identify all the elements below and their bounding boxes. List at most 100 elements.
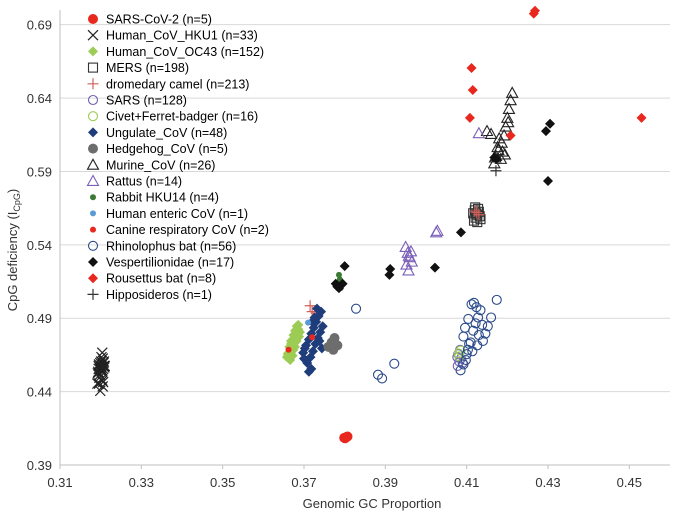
legend-item: Human_CoV_OC43 (n=152) xyxy=(88,45,264,59)
legend-label: Human enteric CoV (n=1) xyxy=(106,207,248,221)
data-point xyxy=(467,84,478,95)
y-axis-title-main: CpG deficiency (I xyxy=(5,212,20,312)
data-point xyxy=(328,344,339,355)
data-point xyxy=(458,331,469,342)
data-point xyxy=(471,207,483,219)
data-point xyxy=(304,300,316,312)
legend-marker xyxy=(87,111,99,122)
data-point xyxy=(306,363,317,374)
legend-item: Civet+Ferret-badger (n=16) xyxy=(87,110,258,124)
data-point xyxy=(500,111,514,123)
data-point xyxy=(96,366,108,378)
legend-label: Ungulate_CoV (n=48) xyxy=(106,126,227,140)
legend-label: Human_CoV_HKU1 (n=33) xyxy=(106,29,258,43)
data-point xyxy=(491,294,502,305)
series-14 xyxy=(351,294,502,384)
data-point xyxy=(482,321,493,332)
data-point xyxy=(285,335,296,346)
legend-marker xyxy=(86,158,100,170)
data-point xyxy=(312,303,323,314)
legend-item: Human_CoV_HKU1 (n=33) xyxy=(87,29,258,43)
legend-item: Human enteric CoV (n=1) xyxy=(90,207,248,221)
data-point xyxy=(480,328,491,339)
legend-item: Rousettus bat (n=8) xyxy=(88,272,216,286)
legend-label: SARS (n=128) xyxy=(106,94,187,108)
data-point xyxy=(471,302,482,313)
legend-label: Rhinolophus bat (n=56) xyxy=(106,239,236,253)
data-point xyxy=(405,255,419,267)
data-point xyxy=(95,361,107,373)
data-point xyxy=(389,358,400,369)
series-8 xyxy=(323,333,343,355)
data-point xyxy=(288,344,299,355)
data-point xyxy=(491,153,502,164)
data-point xyxy=(463,313,474,325)
data-point xyxy=(287,350,298,361)
data-point xyxy=(455,345,466,356)
data-point xyxy=(477,319,488,330)
data-point xyxy=(339,261,350,272)
series-6 xyxy=(453,345,466,362)
legend-item: MERS (n=198) xyxy=(87,61,189,75)
legend-label: Rabbit HKU14 (n=4) xyxy=(106,191,219,205)
legend-item: Rabbit HKU14 (n=4) xyxy=(90,191,219,205)
legend-item: Ungulate_CoV (n=48) xyxy=(88,126,227,140)
legend-label: Civet+Ferret-badger (n=16) xyxy=(106,110,258,124)
y-tick-label: 0.54 xyxy=(27,238,52,253)
data-point xyxy=(480,124,494,137)
data-point xyxy=(466,62,477,73)
legend-marker xyxy=(90,210,96,217)
legend-label: Murine_CoV (n=26) xyxy=(106,158,215,172)
data-point xyxy=(472,126,486,139)
legend-marker xyxy=(88,257,98,267)
data-point xyxy=(384,269,395,280)
data-point xyxy=(529,5,540,16)
legend-item: Vespertilionidae (n=17) xyxy=(88,256,234,270)
data-point xyxy=(429,262,440,273)
data-point xyxy=(98,356,110,367)
data-point xyxy=(505,86,519,98)
data-point xyxy=(496,145,509,157)
data-points xyxy=(91,5,647,444)
data-point xyxy=(467,346,478,357)
axes xyxy=(59,10,670,466)
data-point xyxy=(342,431,353,442)
data-point xyxy=(461,349,472,360)
series-0 xyxy=(339,431,353,444)
data-point xyxy=(490,165,502,177)
legend-marker xyxy=(88,14,98,24)
data-point xyxy=(404,244,418,257)
legend-item: Murine_CoV (n=26) xyxy=(86,158,215,172)
data-point xyxy=(385,264,396,275)
data-point xyxy=(464,112,475,123)
legend-marker xyxy=(87,78,99,90)
data-point xyxy=(317,321,328,332)
data-point xyxy=(470,318,481,329)
data-point xyxy=(484,127,498,139)
data-point xyxy=(636,112,647,123)
x-tick-label: 0.33 xyxy=(129,475,154,490)
data-point xyxy=(97,353,109,365)
legend-marker xyxy=(88,273,98,284)
legend-marker xyxy=(90,226,96,233)
data-point xyxy=(294,327,305,338)
y-axis-title-subscript: CpG xyxy=(12,193,22,212)
legend-label: SARS-CoV-2 (n=5) xyxy=(106,13,212,27)
legend-marker xyxy=(88,143,98,154)
legend-marker xyxy=(88,46,98,57)
legend-item: Rattus (n=14) xyxy=(86,174,182,189)
data-point xyxy=(491,143,505,156)
data-point xyxy=(305,319,312,326)
data-point xyxy=(543,175,553,186)
data-point xyxy=(402,263,415,276)
data-point xyxy=(469,205,481,217)
data-point xyxy=(96,375,108,387)
legend-marker xyxy=(87,240,99,251)
x-tick-label: 0.43 xyxy=(535,475,560,490)
data-point xyxy=(495,136,509,148)
legend-marker xyxy=(87,288,99,300)
data-point xyxy=(430,224,444,236)
series-9 xyxy=(480,86,519,169)
y-tick-label: 0.39 xyxy=(27,458,52,473)
data-point xyxy=(462,344,473,355)
